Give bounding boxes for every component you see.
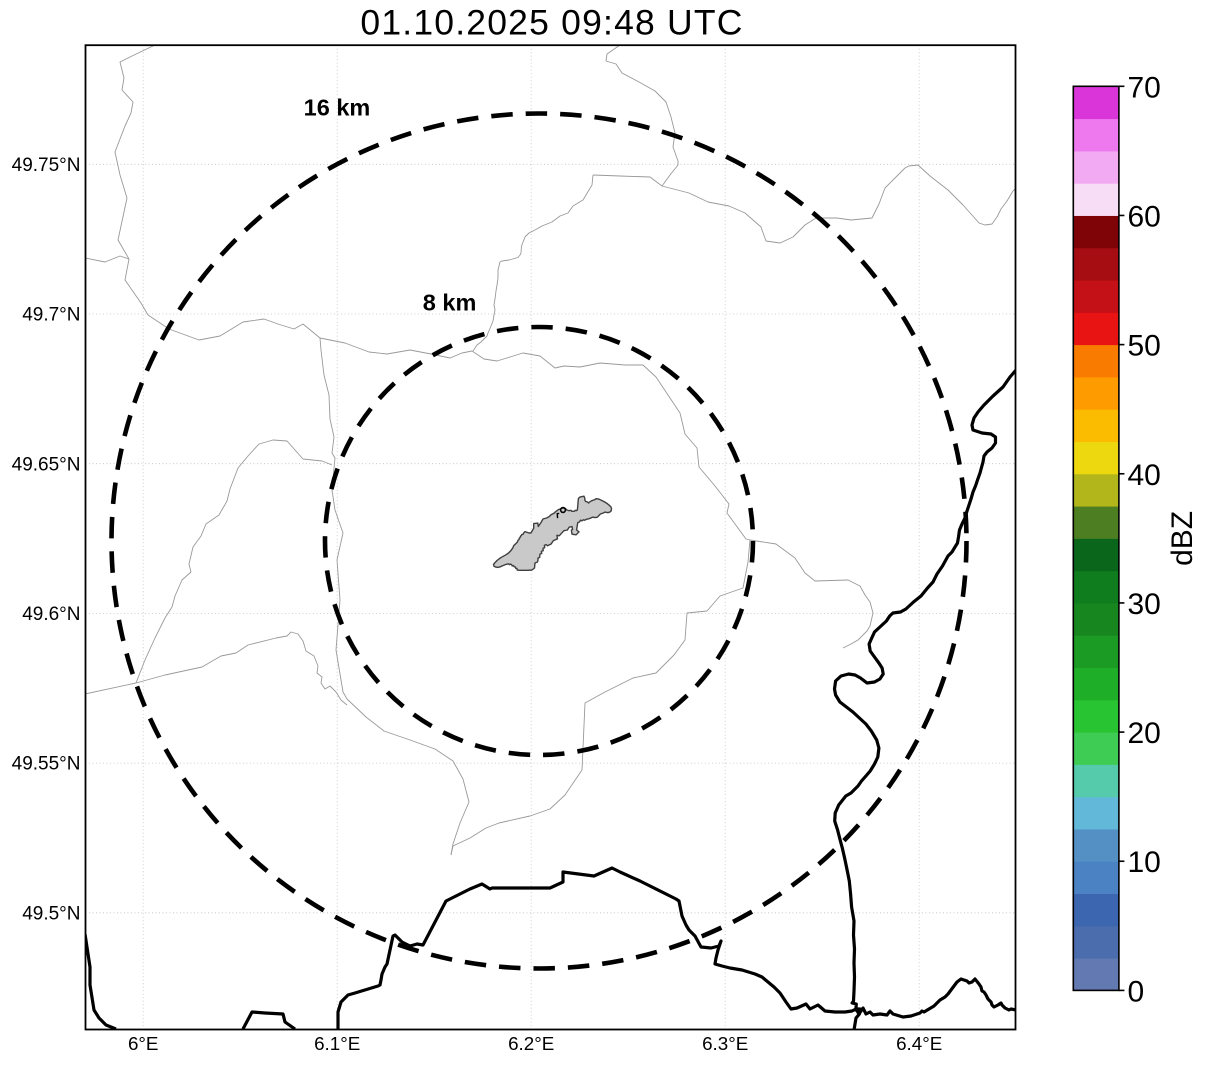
svg-text:01.10.2025 09:48 UTC: 01.10.2025 09:48 UTC bbox=[360, 3, 743, 43]
svg-text:49.6°N: 49.6°N bbox=[22, 604, 80, 625]
svg-text:20: 20 bbox=[1128, 717, 1161, 750]
svg-text:6.4°E: 6.4°E bbox=[896, 1033, 942, 1054]
svg-text:10: 10 bbox=[1128, 846, 1161, 879]
svg-text:60: 60 bbox=[1128, 200, 1161, 233]
svg-text:49.65°N: 49.65°N bbox=[12, 454, 81, 475]
svg-text:6.1°E: 6.1°E bbox=[314, 1033, 360, 1054]
svg-text:49.75°N: 49.75°N bbox=[12, 155, 81, 176]
svg-text:50: 50 bbox=[1128, 330, 1161, 363]
svg-text:70: 70 bbox=[1128, 71, 1161, 104]
svg-text:dBZ: dBZ bbox=[1166, 511, 1199, 566]
svg-text:40: 40 bbox=[1128, 459, 1161, 492]
svg-text:49.55°N: 49.55°N bbox=[12, 754, 81, 775]
svg-text:6.2°E: 6.2°E bbox=[508, 1033, 554, 1054]
svg-text:6°E: 6°E bbox=[128, 1033, 158, 1054]
svg-text:6.3°E: 6.3°E bbox=[702, 1033, 748, 1054]
svg-text:30: 30 bbox=[1128, 588, 1161, 621]
svg-text:16 km: 16 km bbox=[304, 95, 371, 121]
svg-text:49.7°N: 49.7°N bbox=[22, 305, 80, 326]
svg-text:0: 0 bbox=[1128, 975, 1145, 1008]
svg-text:8 km: 8 km bbox=[423, 289, 477, 315]
svg-text:49.5°N: 49.5°N bbox=[22, 903, 80, 924]
